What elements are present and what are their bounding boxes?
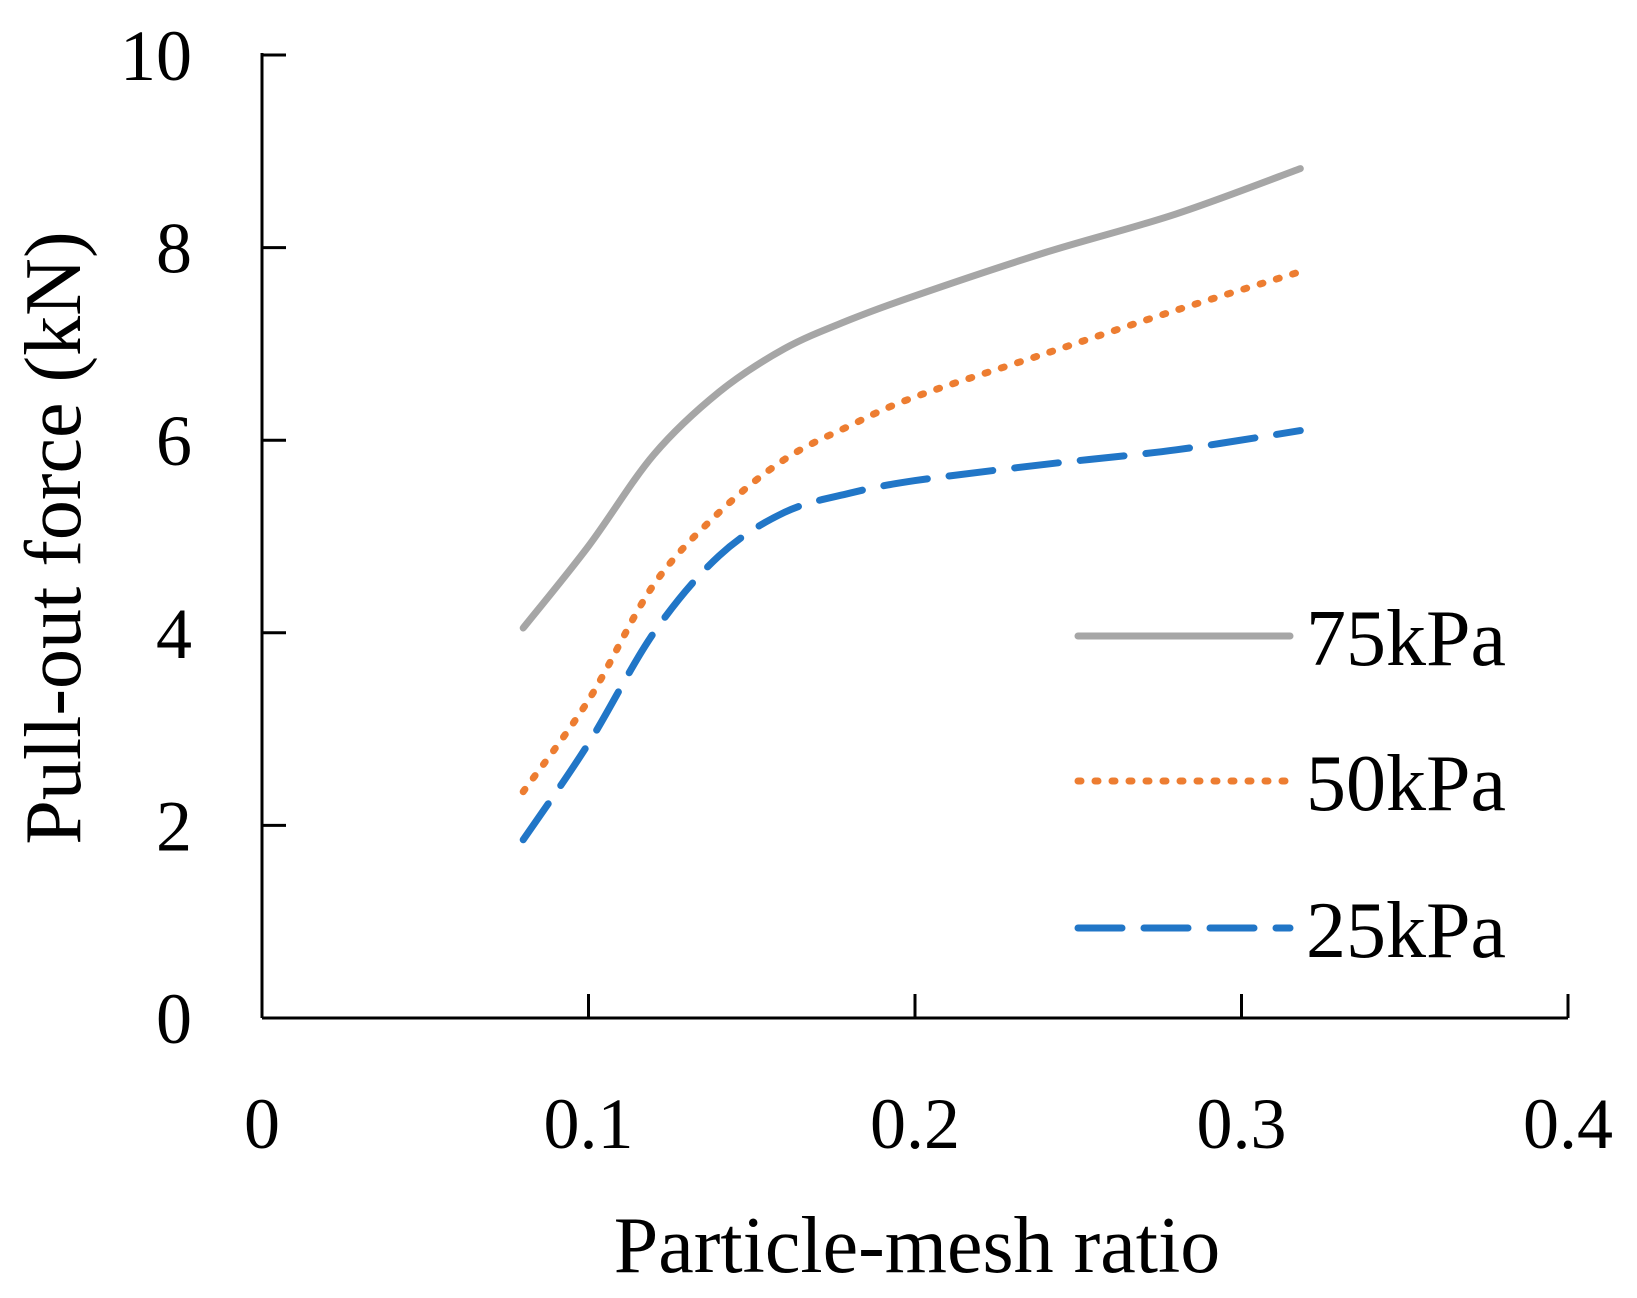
x-tick-label: 0: [244, 1084, 280, 1164]
y-tick-label: 0: [156, 979, 192, 1059]
x-axis-title: Particle-mesh ratio: [614, 1202, 1220, 1290]
y-tick-label: 10: [120, 16, 192, 96]
x-tick-label: 0.2: [870, 1084, 960, 1164]
y-axis-title: Pull-out force (kN): [10, 231, 98, 844]
series-line-25kpa: [519, 427, 1304, 844]
legend-label-50kpa: 50kPa: [1306, 740, 1506, 828]
y-tick-label: 6: [156, 401, 192, 481]
y-tick-label: 4: [156, 594, 192, 674]
series-layer: [519, 165, 1304, 844]
legend-label-75kpa: 75kPa: [1306, 595, 1506, 683]
y-tick-label: 8: [156, 209, 192, 289]
x-tick-label: 0.3: [1197, 1084, 1287, 1164]
legend: 75kPa 50kPa 25kPa: [1074, 595, 1506, 975]
ticks: 0 2 4 6 8 10 0 0.1 0.2 0.3 0.4: [120, 16, 1613, 1164]
series-line-50kpa: [519, 268, 1304, 796]
x-tick-label: 0.1: [544, 1084, 634, 1164]
x-tick-label: 0.4: [1523, 1084, 1613, 1164]
legend-label-25kpa: 25kPa: [1306, 887, 1506, 975]
y-tick-label: 2: [156, 786, 192, 866]
series-line-75kpa: [519, 165, 1304, 632]
axes: [260, 53, 1568, 1020]
